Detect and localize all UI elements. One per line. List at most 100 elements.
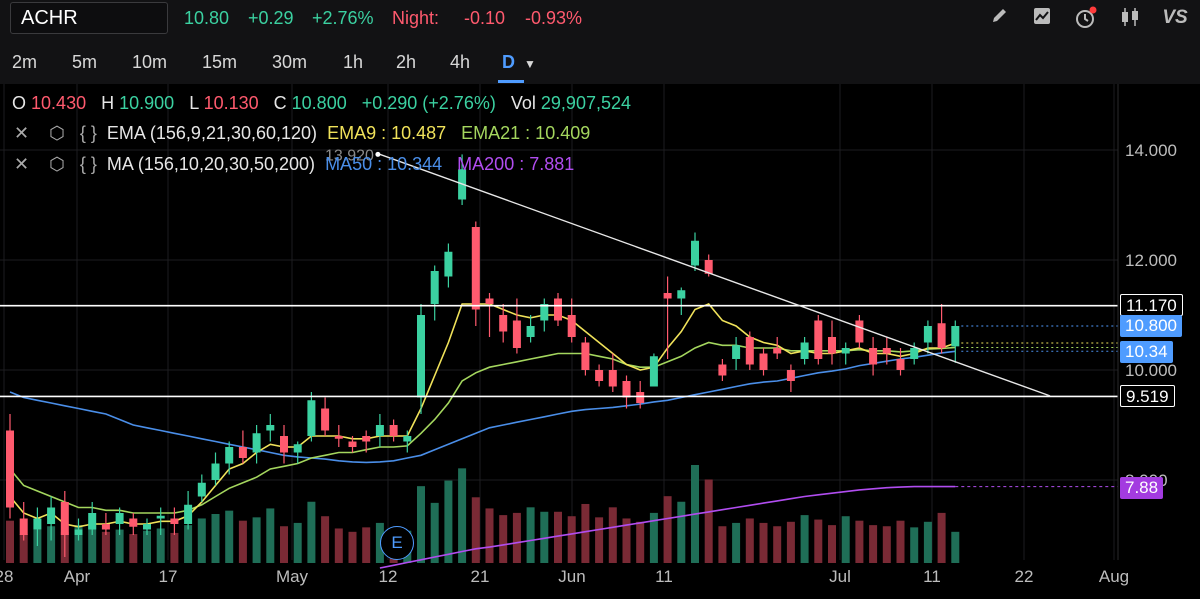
y-tick-label: 14.000 <box>1125 141 1177 160</box>
tab-30m[interactable]: 30m <box>272 52 308 72</box>
candle-body <box>156 515 165 519</box>
tab-d[interactable]: D <box>502 52 515 72</box>
active-tab-indicator <box>498 80 524 83</box>
volume-bar <box>786 521 795 563</box>
volume-bar <box>923 521 932 563</box>
settings-icon[interactable]: ⬡ <box>49 123 65 143</box>
candle-body <box>60 502 69 535</box>
close-icon[interactable]: ✕ <box>14 154 30 174</box>
candle-body <box>677 290 686 299</box>
volume-bar <box>636 521 645 563</box>
candle-body <box>444 251 453 277</box>
volume-bar <box>6 520 14 563</box>
candle-body <box>334 436 343 439</box>
night-label: Night: <box>392 8 440 28</box>
timeframe-bar: 2m 5m 10m 15m 30m 1h 2h 4h D ▼ <box>0 40 1200 84</box>
volume-bar <box>19 534 28 563</box>
candlestick-icon[interactable] <box>1118 6 1142 30</box>
volume-bar <box>266 508 275 563</box>
earnings-marker[interactable]: E <box>380 526 414 560</box>
candle-body <box>197 482 206 497</box>
volume-bar <box>855 520 864 563</box>
tab-5m[interactable]: 5m <box>72 52 98 72</box>
hline-price-tag: 11.170 <box>1120 294 1183 316</box>
candle-body <box>896 359 905 370</box>
candle-body <box>567 315 576 337</box>
candle-body <box>595 370 604 381</box>
volume-bar <box>499 515 508 563</box>
last-price: 10.80 <box>184 8 230 28</box>
volume-bar <box>143 530 151 563</box>
volume-bar <box>567 516 576 563</box>
volume-bar <box>307 501 316 563</box>
candle-body <box>115 513 124 524</box>
chart-icon[interactable] <box>1030 6 1054 30</box>
volume-bar <box>184 525 193 563</box>
volume-bar <box>88 522 97 563</box>
y-tick-label: 12.000 <box>1125 251 1177 270</box>
candle-body <box>800 342 809 359</box>
volume-bar <box>814 519 823 563</box>
x-tick-label: Apr <box>64 567 91 586</box>
volume-bar <box>540 511 549 563</box>
x-tick-label: 17 <box>159 567 178 586</box>
candle-body <box>526 326 535 337</box>
candle-body <box>841 348 850 354</box>
volume-bar <box>430 502 439 563</box>
tab-2h[interactable]: 2h <box>396 52 417 72</box>
braces-icon[interactable]: { } <box>79 154 97 174</box>
candle-body <box>540 304 549 321</box>
vs-icon[interactable]: VS <box>1162 7 1188 28</box>
volume-bar <box>937 512 946 563</box>
tab-1h[interactable]: 1h <box>343 52 364 72</box>
candle-body <box>6 430 14 508</box>
close-value: 10.800 <box>291 93 347 113</box>
symbol-input[interactable]: ACHR <box>10 2 168 34</box>
volume-bar <box>759 522 768 563</box>
volume-bar <box>225 510 234 563</box>
ema21-value: EMA21 : 10.409 <box>461 123 591 143</box>
chart-canvas[interactable]: 13.920 28 Apr 17 May 12 21 Jun 11 Jul 11 22 Aug 14.0… <box>0 84 1200 594</box>
volume-bar <box>375 522 384 563</box>
candle-body <box>910 348 919 359</box>
settings-icon[interactable]: ⬡ <box>49 154 65 174</box>
candle-body <box>47 507 56 524</box>
volume-bar <box>622 518 631 563</box>
tab-10m[interactable]: 10m <box>132 52 168 72</box>
volume-bar <box>280 526 288 563</box>
volume-bar <box>773 526 782 563</box>
candle-body <box>718 364 727 376</box>
trend-line <box>379 153 1051 397</box>
volume-bar <box>197 518 206 563</box>
candle-body <box>759 353 768 370</box>
volume-bar <box>732 522 741 563</box>
close-icon[interactable]: ✕ <box>14 123 30 143</box>
pencil-icon[interactable] <box>988 6 1012 30</box>
candle-body <box>636 392 645 403</box>
alert-icon[interactable] <box>1074 6 1098 30</box>
price-chart[interactable]: 13.920 28 Apr 17 May 12 21 Jun 11 Jul 11 22 Aug 14.0… <box>0 84 1200 594</box>
volume-bar <box>951 531 960 563</box>
candle-body <box>622 381 631 398</box>
chevron-down-icon[interactable]: ▼ <box>524 57 536 71</box>
tab-15m[interactable]: 15m <box>202 52 238 72</box>
volume-bar <box>33 529 42 563</box>
volume-bar <box>170 532 179 563</box>
braces-icon[interactable]: { } <box>79 123 97 143</box>
tab-2m[interactable]: 2m <box>12 52 38 72</box>
candle-body <box>855 320 864 343</box>
peak-dot <box>375 151 381 157</box>
candle-body <box>252 433 261 453</box>
candle-body <box>403 436 412 442</box>
candle-body <box>663 293 672 299</box>
x-tick-label: 11 <box>923 567 941 586</box>
volume-bar <box>485 508 494 563</box>
x-tick-label: 21 <box>471 567 490 586</box>
ema-legend: ✕ ⬡ { } EMA (156,9,21,30,60,120) EMA9 : … <box>14 123 590 144</box>
volume-bar <box>471 497 480 563</box>
candle-body <box>485 298 494 304</box>
volume-bar <box>910 527 919 563</box>
tab-4h[interactable]: 4h <box>450 52 471 72</box>
night-change: -0.10 <box>464 8 506 28</box>
open-label: O <box>12 93 27 113</box>
